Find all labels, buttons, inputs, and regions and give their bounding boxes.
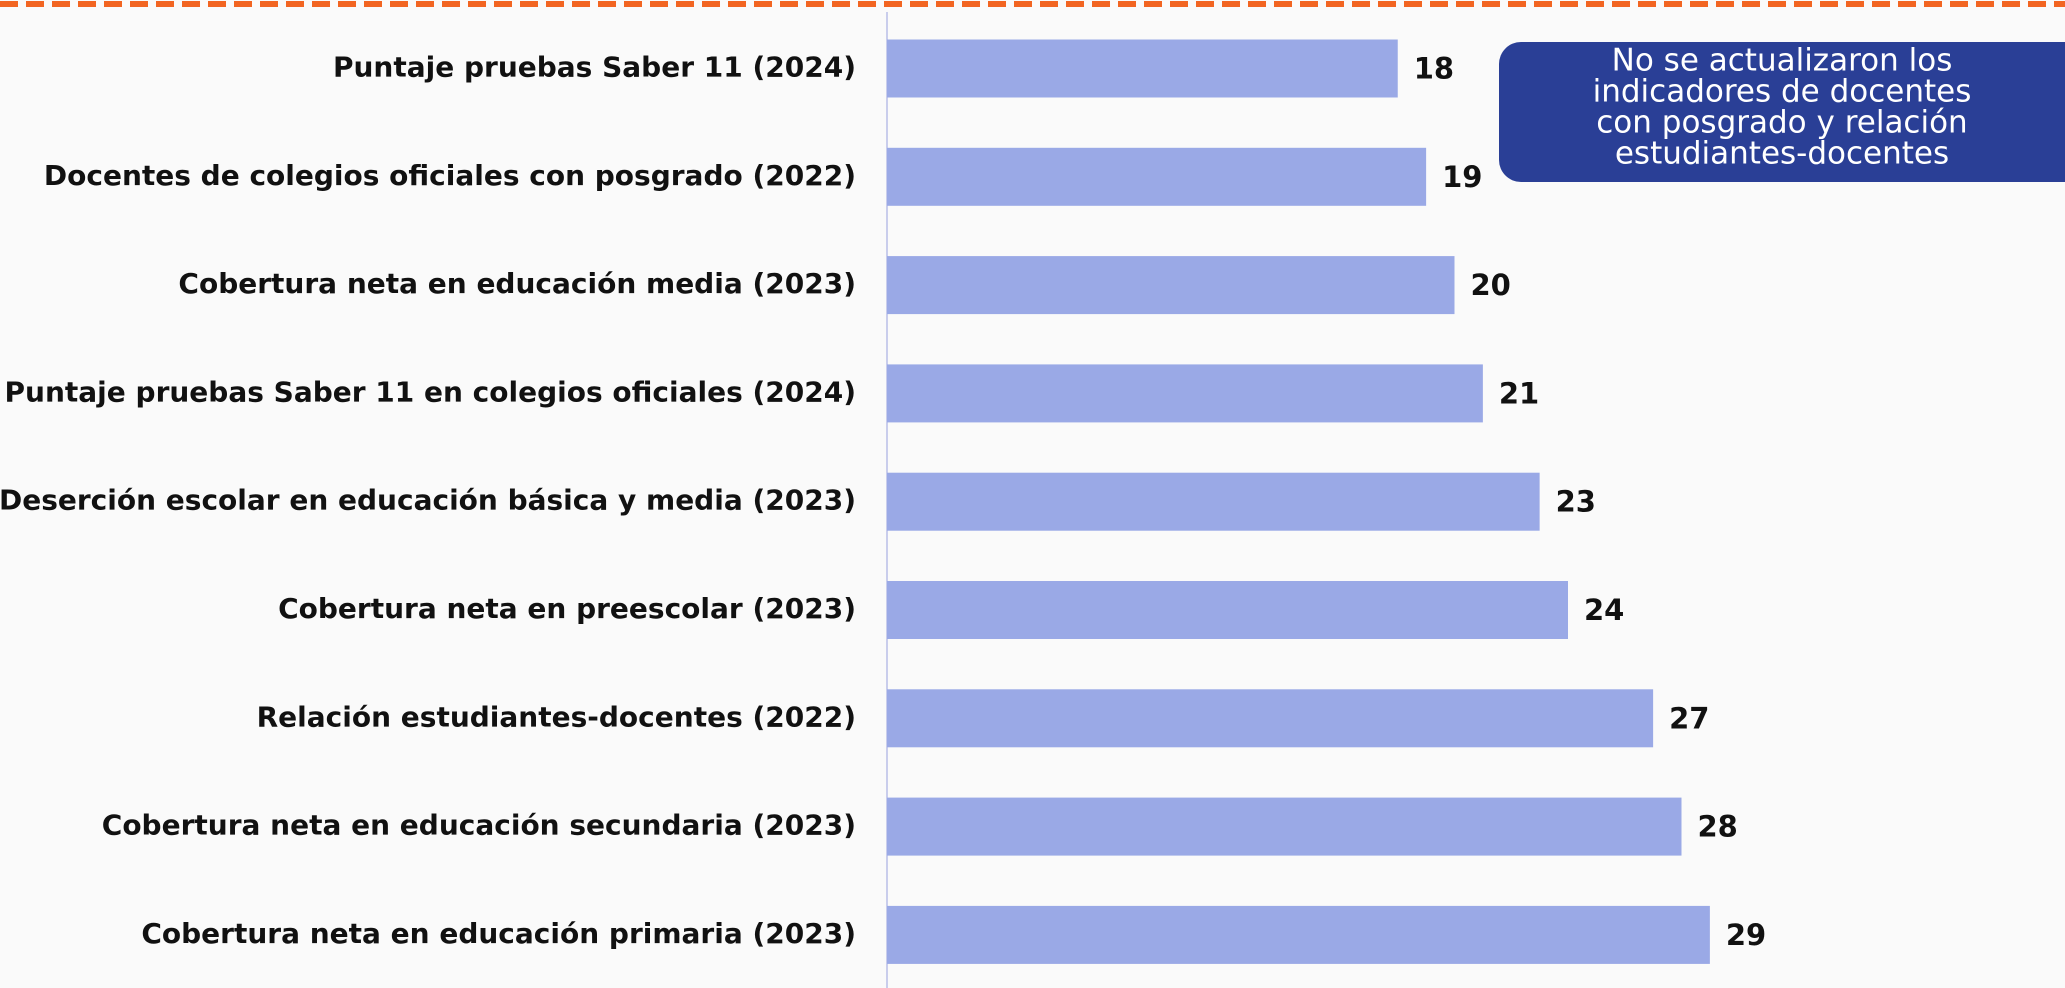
bar	[887, 581, 1568, 639]
value-label: 21	[1499, 376, 1539, 410]
bar	[887, 147, 1427, 206]
value-label: 20	[1471, 268, 1511, 302]
value-label: 29	[1726, 918, 1766, 952]
value-label: 18	[1414, 52, 1454, 86]
value-label: 28	[1698, 810, 1738, 844]
annotation-text: indicadores de docentes	[1593, 74, 1972, 110]
annotation-box	[1499, 42, 2065, 182]
annotation-text: No se actualizaron los	[1612, 43, 1953, 79]
category-label: Deserción escolar en educación básica y …	[0, 484, 856, 517]
bar	[887, 39, 1398, 98]
category-label: Cobertura neta en educación secundaria (…	[102, 809, 856, 842]
category-label: Puntaje pruebas Saber 11 (2024)	[333, 51, 856, 84]
value-label: 24	[1584, 593, 1624, 627]
category-label: Cobertura neta en educación media (2023)	[178, 267, 856, 300]
category-label: Cobertura neta en educación primaria (20…	[141, 917, 856, 950]
bar	[887, 689, 1654, 748]
bar	[887, 472, 1540, 531]
value-label: 27	[1669, 701, 1709, 735]
category-label: Puntaje pruebas Saber 11 en colegios ofi…	[5, 375, 856, 408]
value-label: 23	[1556, 485, 1596, 519]
category-label: Docentes de colegios oficiales con posgr…	[44, 159, 856, 192]
annotation-text: con posgrado y relación	[1596, 105, 1967, 141]
bar	[887, 364, 1483, 423]
value-label: 19	[1442, 160, 1482, 194]
bar	[887, 905, 1710, 964]
bar	[887, 256, 1455, 315]
annotation-text: estudiantes-docentes	[1615, 136, 1949, 172]
bar	[887, 797, 1682, 856]
category-label: Cobertura neta en preescolar (2023)	[278, 592, 856, 625]
category-label: Relación estudiantes-docentes (2022)	[257, 700, 856, 733]
